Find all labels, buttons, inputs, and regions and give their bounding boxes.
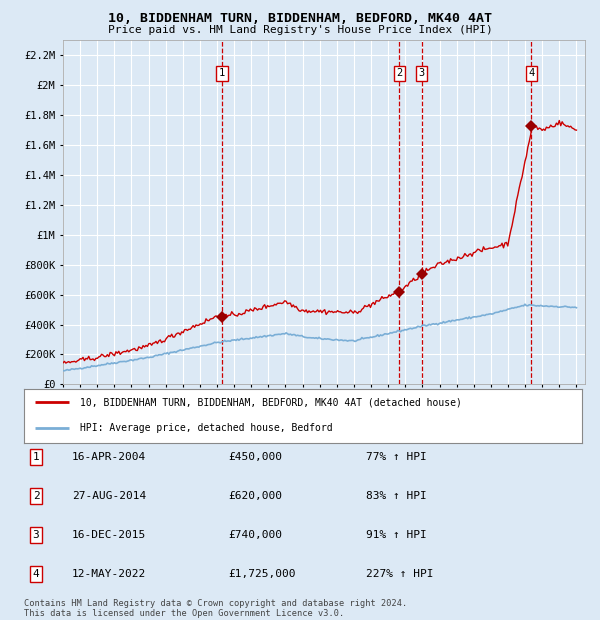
Text: 3: 3 (419, 68, 425, 78)
Text: 4: 4 (32, 569, 40, 579)
Text: 12-MAY-2022: 12-MAY-2022 (72, 569, 146, 579)
Text: £1,725,000: £1,725,000 (228, 569, 296, 579)
Text: 227% ↑ HPI: 227% ↑ HPI (366, 569, 433, 579)
Text: £620,000: £620,000 (228, 491, 282, 501)
Text: £450,000: £450,000 (228, 452, 282, 462)
Text: 91% ↑ HPI: 91% ↑ HPI (366, 530, 427, 540)
Text: £740,000: £740,000 (228, 530, 282, 540)
Text: 1: 1 (219, 68, 225, 78)
Text: 3: 3 (32, 530, 40, 540)
Text: 77% ↑ HPI: 77% ↑ HPI (366, 452, 427, 462)
Text: 10, BIDDENHAM TURN, BIDDENHAM, BEDFORD, MK40 4AT: 10, BIDDENHAM TURN, BIDDENHAM, BEDFORD, … (108, 12, 492, 25)
Text: 2: 2 (32, 491, 40, 501)
Text: 10, BIDDENHAM TURN, BIDDENHAM, BEDFORD, MK40 4AT (detached house): 10, BIDDENHAM TURN, BIDDENHAM, BEDFORD, … (80, 397, 461, 407)
Text: 4: 4 (528, 68, 535, 78)
Text: 83% ↑ HPI: 83% ↑ HPI (366, 491, 427, 501)
Text: 2: 2 (396, 68, 403, 78)
Text: Contains HM Land Registry data © Crown copyright and database right 2024.
This d: Contains HM Land Registry data © Crown c… (24, 599, 407, 618)
Text: 1: 1 (32, 452, 40, 462)
Text: 27-AUG-2014: 27-AUG-2014 (72, 491, 146, 501)
Text: Price paid vs. HM Land Registry's House Price Index (HPI): Price paid vs. HM Land Registry's House … (107, 25, 493, 35)
Text: 16-APR-2004: 16-APR-2004 (72, 452, 146, 462)
Text: HPI: Average price, detached house, Bedford: HPI: Average price, detached house, Bedf… (80, 423, 332, 433)
Text: 16-DEC-2015: 16-DEC-2015 (72, 530, 146, 540)
